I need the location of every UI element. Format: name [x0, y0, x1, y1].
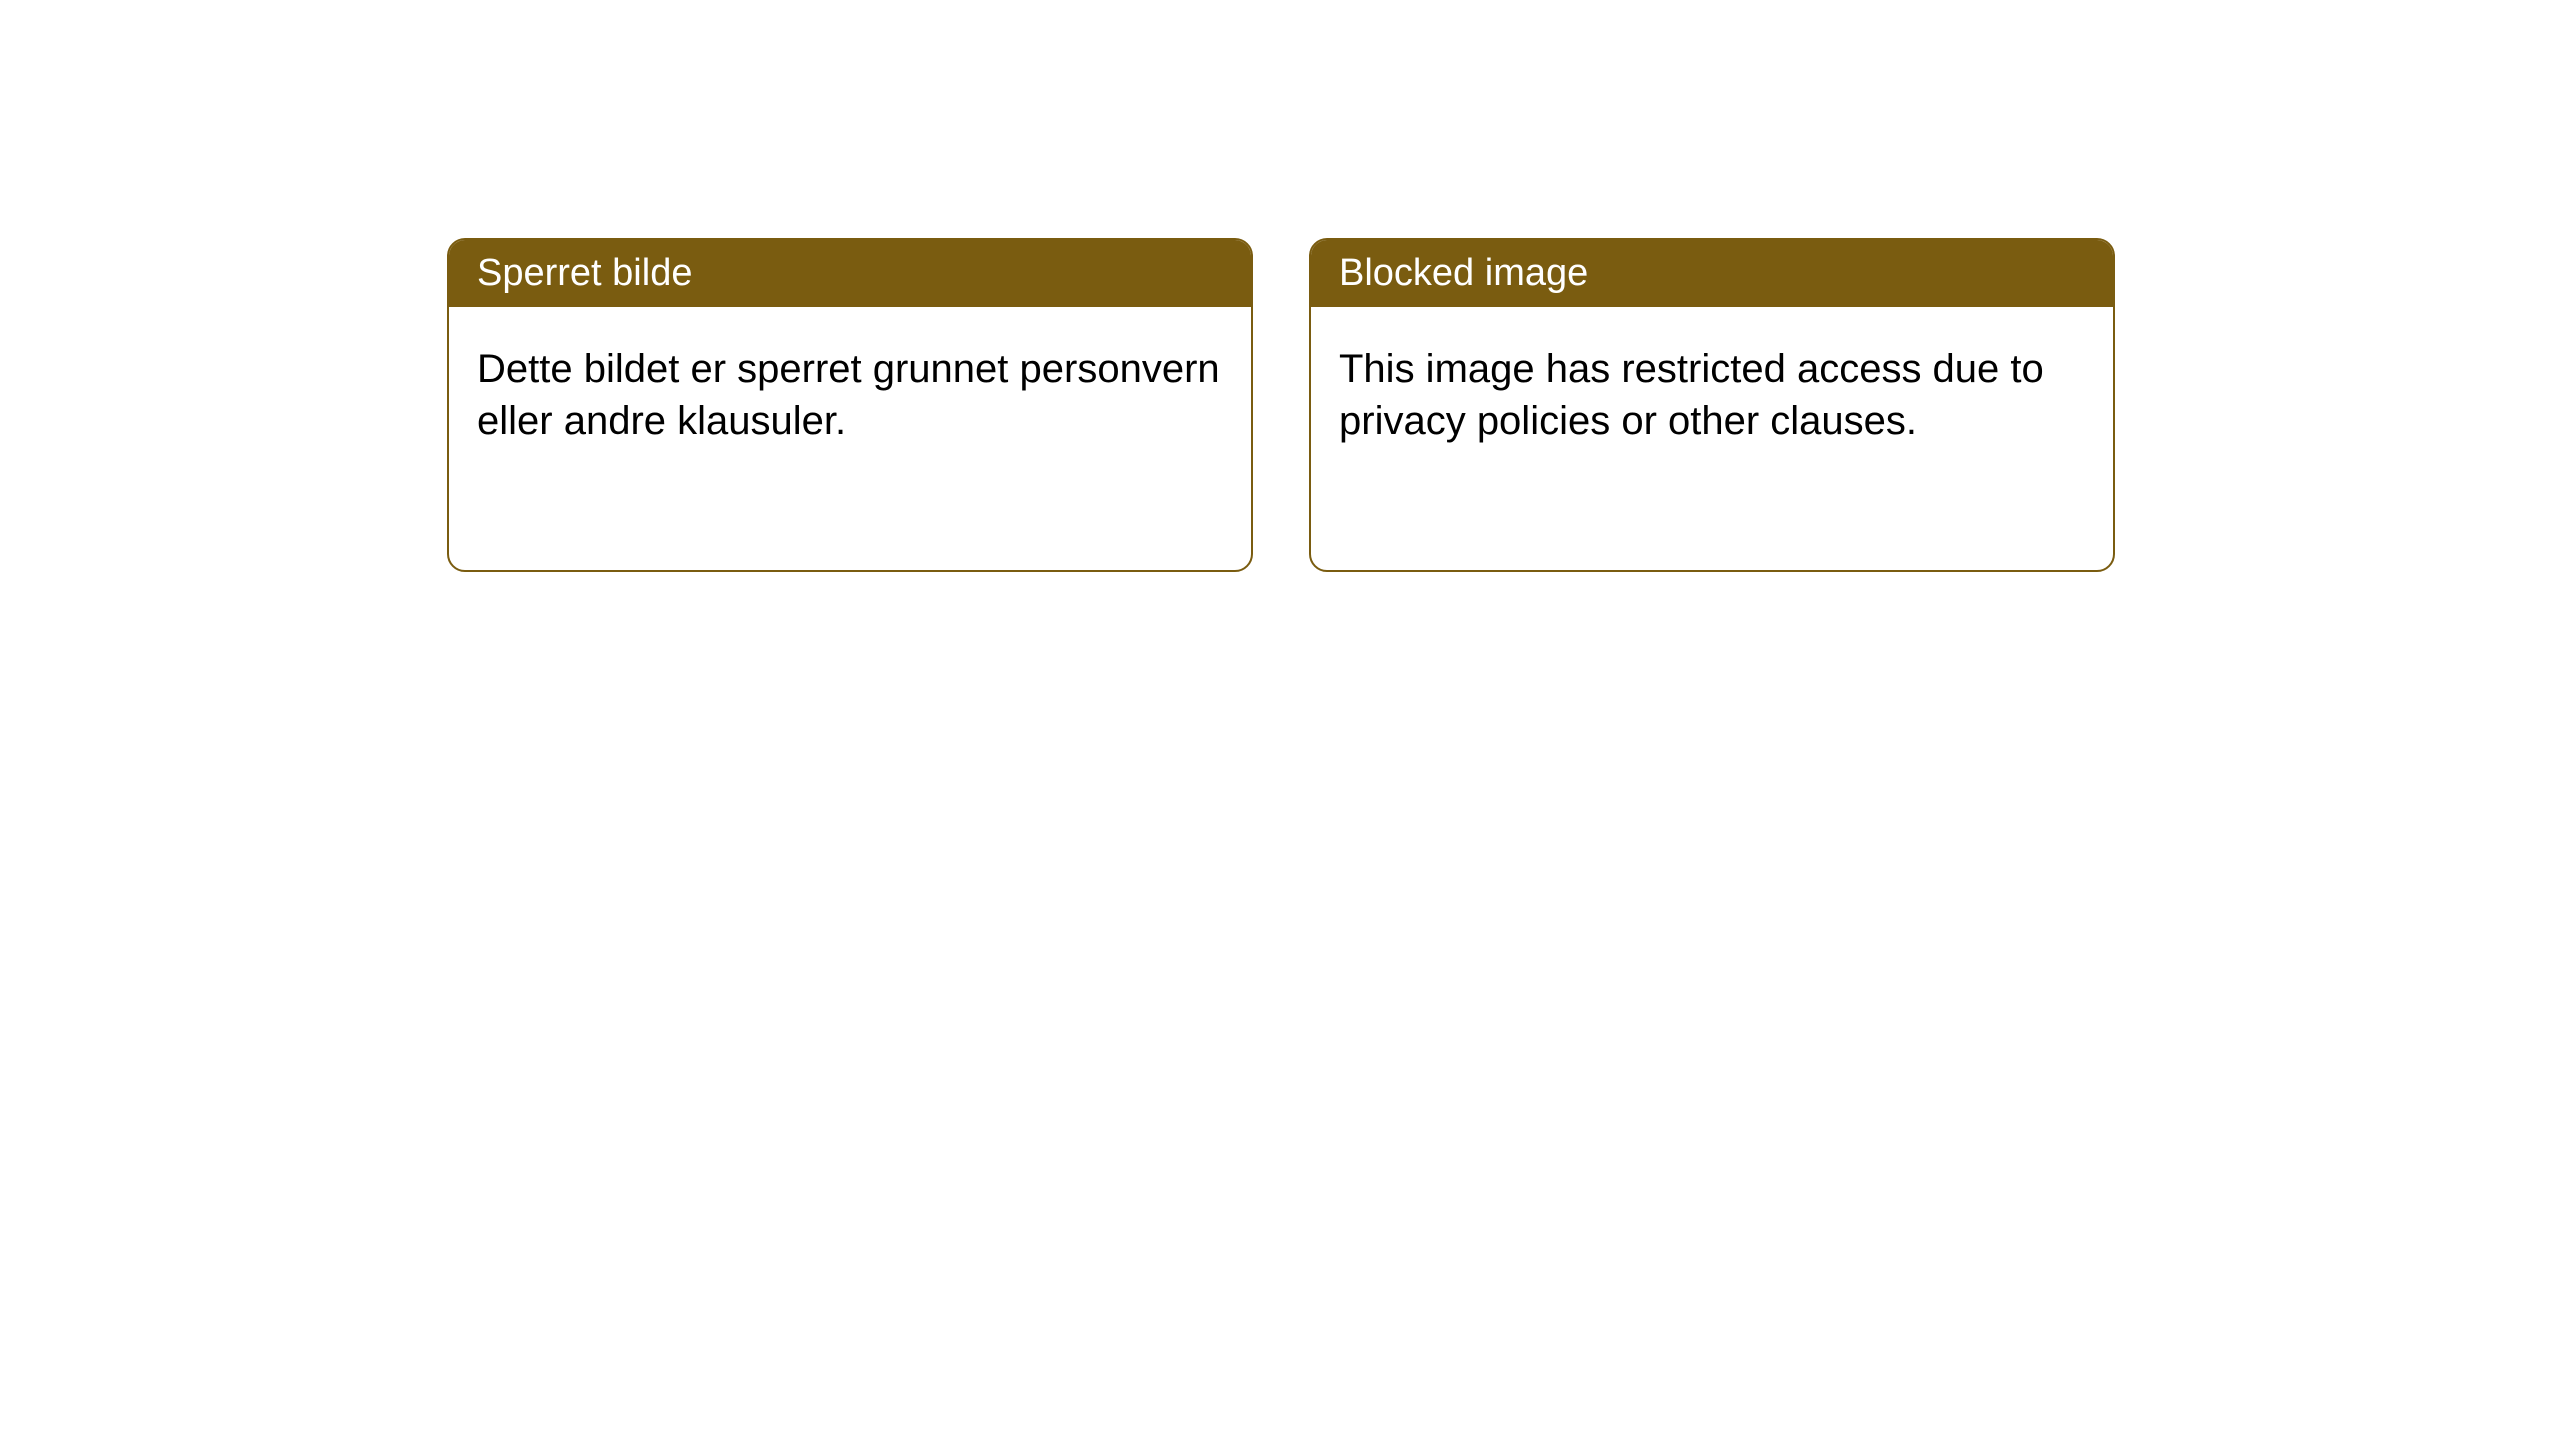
card-body-no: Dette bildet er sperret grunnet personve… [449, 307, 1251, 483]
card-title-no: Sperret bilde [449, 240, 1251, 307]
blocked-image-cards: Sperret bilde Dette bildet er sperret gr… [447, 238, 2115, 572]
card-english: Blocked image This image has restricted … [1309, 238, 2115, 572]
card-norwegian: Sperret bilde Dette bildet er sperret gr… [447, 238, 1253, 572]
card-title-en: Blocked image [1311, 240, 2113, 307]
card-body-en: This image has restricted access due to … [1311, 307, 2113, 483]
